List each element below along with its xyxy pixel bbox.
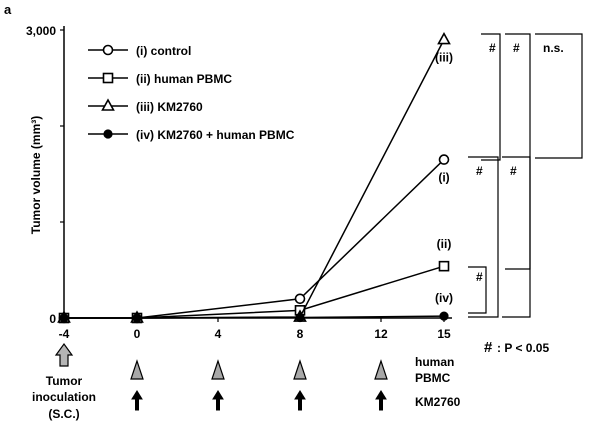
significance-note-text: : P < 0.05 (497, 341, 549, 355)
pbmc-injection-marker (211, 359, 225, 380)
treatment-schedule: Tumor inoculation (S.C.) human PBMC KM2760 (32, 342, 461, 421)
x-tick-label: 0 (134, 327, 141, 341)
legend-entry: (iv) KM2760 + human PBMC (136, 128, 295, 142)
x-tick-label: 8 (297, 327, 304, 341)
series-line (64, 265, 445, 319)
series: (i) (58, 154, 450, 324)
pbmc-injection-marker (374, 359, 388, 380)
km2760-injection-arrow (375, 390, 387, 411)
tumor-label-line3: (S.C.) (48, 407, 79, 421)
legend-entry: (i) control (136, 44, 191, 58)
data-point (294, 293, 306, 305)
significance-mark: # (476, 164, 483, 178)
significance-mark: n.s. (543, 41, 564, 55)
x-tick-label: 15 (437, 327, 451, 341)
y-tick-label: 0 (49, 312, 56, 326)
legend-marker (102, 44, 114, 56)
significance-bracket (505, 33, 531, 270)
pbmc-label-line1: human (415, 355, 454, 369)
series: (iii) (57, 31, 453, 323)
significance-bracket (468, 266, 487, 314)
significance-note-mark: # (484, 339, 493, 356)
significance-mark: # (510, 164, 517, 178)
significance-mark: # (489, 41, 496, 55)
series-line (64, 159, 445, 319)
significance-mark: # (476, 270, 483, 284)
significance-bracket (535, 33, 583, 159)
significance-mark: # (513, 41, 520, 55)
km2760-injection-arrow (294, 390, 306, 411)
panel-label: a (4, 2, 12, 17)
tumor-label-line2: inoculation (32, 390, 96, 404)
series-line (64, 39, 445, 319)
data-point (295, 312, 305, 323)
significance-bracket (481, 33, 501, 161)
series-end-label: (iv) (435, 291, 453, 305)
data-point (59, 313, 69, 323)
series-line (64, 315, 445, 319)
significance-bracket (468, 156, 499, 318)
legend-entry: (iii) KM2760 (136, 100, 203, 114)
km2760-injection-arrow (131, 390, 143, 411)
legend-marker (103, 129, 113, 139)
tumor-label-line1: Tumor (46, 374, 83, 388)
significance-brackets: # # n.s. # # # # : P < 0.05 (468, 33, 583, 356)
tumor-inoculation-arrow (54, 342, 74, 367)
y-axis-title: Tumor volume (mm³) (29, 116, 43, 234)
significance-bracket (502, 156, 531, 318)
series: (iv) (59, 291, 453, 323)
axes: 03,000-4 0 4 8 12 15 (26, 24, 452, 341)
x-tick-label: 12 (374, 327, 388, 341)
pbmc-injection-marker (130, 359, 144, 380)
data-point (439, 311, 449, 321)
x-tick-label: 4 (215, 327, 222, 341)
legend-marker (101, 98, 115, 111)
series: (ii) (58, 237, 452, 324)
series-end-label: (ii) (437, 237, 452, 251)
series-layer: (i) (ii) (iii) (iv) (57, 31, 453, 324)
data-point (132, 313, 142, 323)
series-end-label: (iii) (435, 51, 453, 65)
legend: (i) control (ii) human PBMC (iii) KM2760 (i… (88, 44, 295, 142)
series-end-label: (i) (438, 171, 449, 185)
pbmc-injection-marker (293, 359, 307, 380)
km2760-label: KM2760 (415, 395, 461, 409)
data-point (438, 260, 450, 272)
legend-marker (102, 72, 114, 84)
y-tick-label: 3,000 (26, 24, 56, 38)
legend-entry: (ii) human PBMC (136, 72, 232, 86)
x-tick-label: -4 (59, 327, 70, 341)
data-point (437, 31, 451, 45)
pbmc-label-line2: PBMC (415, 371, 451, 385)
km2760-injection-arrow (212, 390, 224, 411)
data-point (438, 154, 450, 165)
